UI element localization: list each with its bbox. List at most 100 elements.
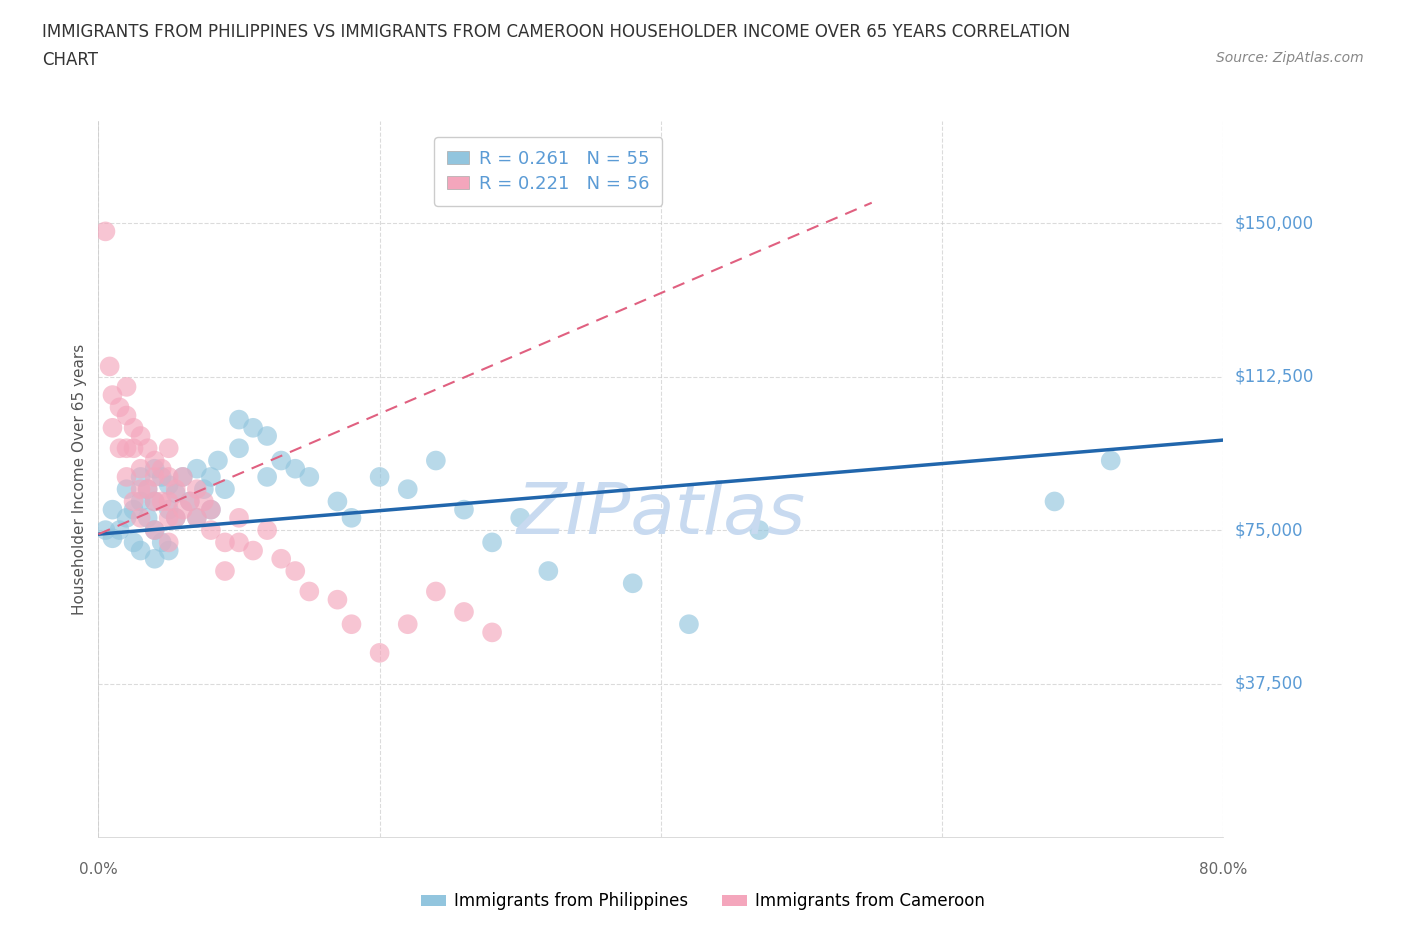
Point: [172, 502, 194, 517]
Y-axis label: Householder Income Over 65 years: Householder Income Over 65 years: [72, 343, 87, 615]
Point: [157, 441, 180, 456]
Point: [284, 461, 307, 476]
Point: [214, 564, 236, 578]
Text: $150,000: $150,000: [1234, 214, 1313, 232]
Legend: Immigrants from Philippines, Immigrants from Cameroon: Immigrants from Philippines, Immigrants …: [415, 885, 991, 917]
Point: [326, 494, 349, 509]
Point: [340, 617, 363, 631]
Point: [101, 420, 124, 435]
Point: [150, 494, 173, 509]
Point: [129, 494, 152, 509]
Point: [165, 485, 187, 500]
Point: [200, 523, 222, 538]
Point: [368, 470, 391, 485]
Point: [108, 523, 131, 538]
Point: [157, 502, 180, 517]
Text: Source: ZipAtlas.com: Source: ZipAtlas.com: [1216, 51, 1364, 65]
Point: [129, 543, 152, 558]
Point: [256, 429, 278, 444]
Point: [150, 461, 173, 476]
Point: [115, 408, 138, 423]
Text: 80.0%: 80.0%: [1199, 862, 1247, 877]
Point: [157, 543, 180, 558]
Text: 0.0%: 0.0%: [79, 862, 118, 877]
Point: [298, 470, 321, 485]
Point: [101, 388, 124, 403]
Point: [256, 470, 278, 485]
Point: [242, 420, 264, 435]
Point: [122, 494, 145, 509]
Point: [122, 441, 145, 456]
Point: [186, 511, 208, 525]
Point: [101, 502, 124, 517]
Point: [143, 494, 166, 509]
Point: [122, 502, 145, 517]
Point: [115, 441, 138, 456]
Point: [150, 535, 173, 550]
Point: [481, 535, 503, 550]
Point: [1043, 494, 1066, 509]
Point: [172, 470, 194, 485]
Point: [270, 551, 292, 566]
Point: [129, 429, 152, 444]
Point: [228, 441, 250, 456]
Point: [228, 535, 250, 550]
Point: [537, 564, 560, 578]
Point: [396, 482, 419, 497]
Point: [228, 412, 250, 427]
Point: [298, 584, 321, 599]
Point: [179, 494, 201, 509]
Point: [186, 461, 208, 476]
Point: [157, 470, 180, 485]
Point: [186, 482, 208, 497]
Point: [115, 482, 138, 497]
Point: [207, 453, 229, 468]
Point: [115, 511, 138, 525]
Text: $75,000: $75,000: [1234, 521, 1303, 539]
Point: [172, 470, 194, 485]
Point: [136, 511, 159, 525]
Point: [115, 379, 138, 394]
Point: [136, 482, 159, 497]
Point: [453, 604, 475, 619]
Point: [143, 461, 166, 476]
Text: $37,500: $37,500: [1234, 674, 1303, 693]
Point: [256, 523, 278, 538]
Point: [481, 625, 503, 640]
Point: [453, 502, 475, 517]
Point: [186, 511, 208, 525]
Text: CHART: CHART: [42, 51, 98, 69]
Point: [200, 502, 222, 517]
Point: [129, 482, 152, 497]
Point: [425, 453, 447, 468]
Point: [101, 531, 124, 546]
Text: $112,500: $112,500: [1234, 367, 1313, 386]
Point: [678, 617, 700, 631]
Point: [115, 470, 138, 485]
Point: [98, 359, 121, 374]
Text: ZIPatlas: ZIPatlas: [516, 480, 806, 550]
Point: [179, 494, 201, 509]
Point: [200, 502, 222, 517]
Point: [396, 617, 419, 631]
Point: [136, 482, 159, 497]
Point: [157, 511, 180, 525]
Point: [621, 576, 644, 591]
Point: [129, 470, 152, 485]
Point: [94, 523, 117, 538]
Point: [368, 645, 391, 660]
Point: [326, 592, 349, 607]
Point: [157, 494, 180, 509]
Point: [214, 535, 236, 550]
Point: [143, 494, 166, 509]
Point: [136, 441, 159, 456]
Point: [122, 420, 145, 435]
Point: [157, 478, 180, 493]
Point: [165, 511, 187, 525]
Point: [193, 494, 215, 509]
Point: [340, 511, 363, 525]
Point: [108, 400, 131, 415]
Point: [122, 535, 145, 550]
Point: [748, 523, 770, 538]
Point: [165, 511, 187, 525]
